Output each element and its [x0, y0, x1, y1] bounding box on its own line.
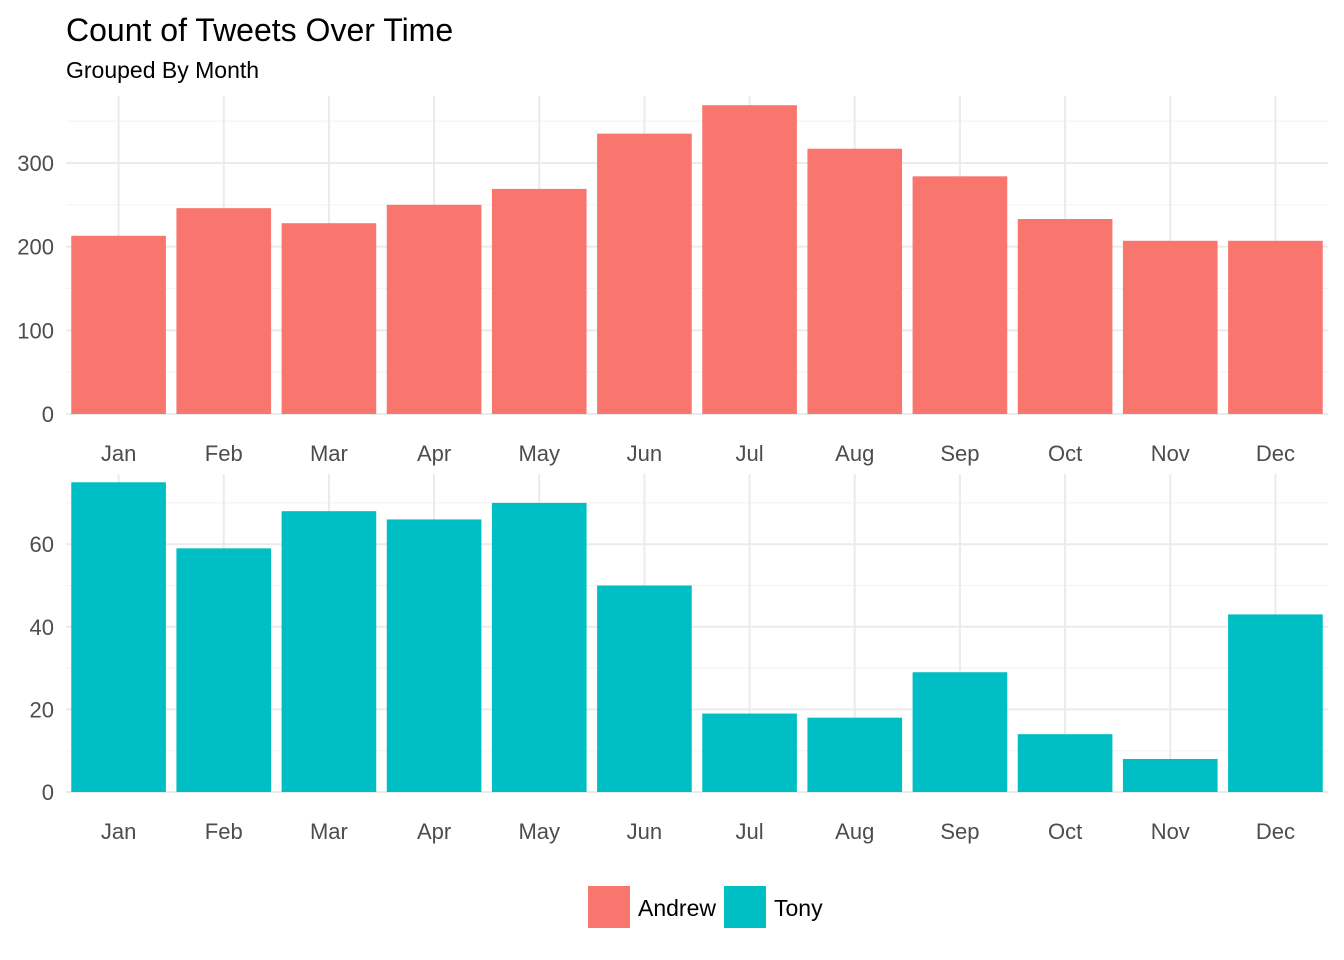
- bar-andrew-feb: [176, 208, 271, 414]
- x-tick-label: Jun: [627, 441, 662, 466]
- bar-andrew-sep: [913, 176, 1008, 414]
- x-tick-label: May: [518, 441, 560, 466]
- x-tick-label: Jun: [627, 819, 662, 844]
- bar-andrew-apr: [387, 205, 482, 414]
- legend: Andrew Tony: [588, 886, 823, 928]
- bar-andrew-jul: [702, 105, 797, 414]
- bar-andrew-dec: [1228, 241, 1323, 414]
- legend-entry-andrew: Andrew: [588, 886, 716, 928]
- legend-swatch: [588, 886, 630, 928]
- x-tick-label: Mar: [310, 819, 348, 844]
- x-tick-label: Sep: [940, 819, 979, 844]
- x-tick-label: Feb: [205, 819, 243, 844]
- x-tick-label: Dec: [1256, 441, 1295, 466]
- bar-tony-jan: [71, 482, 166, 792]
- x-tick-label: Nov: [1151, 819, 1190, 844]
- x-tick-label: Feb: [205, 441, 243, 466]
- panel-tony: 0 20 40 60 Jan Feb Mar Apr May Jun Jul Aug Sep Oct Nov…: [30, 474, 1328, 844]
- x-tick-label: May: [518, 819, 560, 844]
- x-tick-label: Apr: [417, 819, 451, 844]
- panel-andrew: 0 100 200 300 Jan Feb Mar Apr May Jun Jul Aug Sep Oct…: [17, 96, 1328, 466]
- bar-andrew-oct: [1018, 219, 1113, 414]
- y-tick-label: 40: [30, 615, 54, 640]
- bar-tony-mar: [282, 511, 377, 792]
- y-tick-label: 0: [42, 780, 54, 805]
- bar-tony-may: [492, 503, 587, 792]
- bar-tony-apr: [387, 519, 482, 792]
- chart-subtitle: Grouped By Month: [66, 57, 259, 83]
- x-tick-label: Aug: [835, 441, 874, 466]
- bar-tony-jun: [597, 586, 692, 792]
- bar-andrew-nov: [1123, 241, 1218, 414]
- y-tick-label: 200: [17, 235, 54, 260]
- bar-andrew-may: [492, 189, 587, 414]
- bar-tony-feb: [176, 548, 271, 792]
- x-tick-label: Dec: [1256, 819, 1295, 844]
- x-tick-label: Jan: [101, 441, 136, 466]
- x-tick-label: Oct: [1048, 441, 1082, 466]
- x-tick-label: Jul: [736, 441, 764, 466]
- x-tick-label: Sep: [940, 441, 979, 466]
- x-tick-label: Nov: [1151, 441, 1190, 466]
- bar-tony-dec: [1228, 614, 1323, 792]
- legend-label: Andrew: [638, 895, 716, 921]
- bar-andrew-jan: [71, 236, 166, 414]
- x-tick-label: Mar: [310, 441, 348, 466]
- x-tick-label: Apr: [417, 441, 451, 466]
- bar-andrew-aug: [807, 149, 902, 414]
- y-tick-label: 300: [17, 151, 54, 176]
- y-tick-label: 100: [17, 318, 54, 343]
- bar-tony-jul: [702, 714, 797, 792]
- x-tick-label: Jul: [736, 819, 764, 844]
- bar-tony-aug: [807, 718, 902, 792]
- bar-andrew-mar: [282, 223, 377, 414]
- legend-swatch: [724, 886, 766, 928]
- bar-tony-sep: [913, 672, 1008, 792]
- x-tick-label: Oct: [1048, 819, 1082, 844]
- legend-label: Tony: [774, 895, 823, 921]
- chart-title: Count of Tweets Over Time: [66, 12, 453, 48]
- y-tick-label: 0: [42, 402, 54, 427]
- y-tick-label: 20: [30, 697, 54, 722]
- legend-entry-tony: Tony: [724, 886, 823, 928]
- bar-andrew-jun: [597, 134, 692, 414]
- x-tick-label: Jan: [101, 819, 136, 844]
- x-tick-label: Aug: [835, 819, 874, 844]
- bar-tony-nov: [1123, 759, 1218, 792]
- y-tick-label: 60: [30, 532, 54, 557]
- bar-tony-oct: [1018, 734, 1113, 792]
